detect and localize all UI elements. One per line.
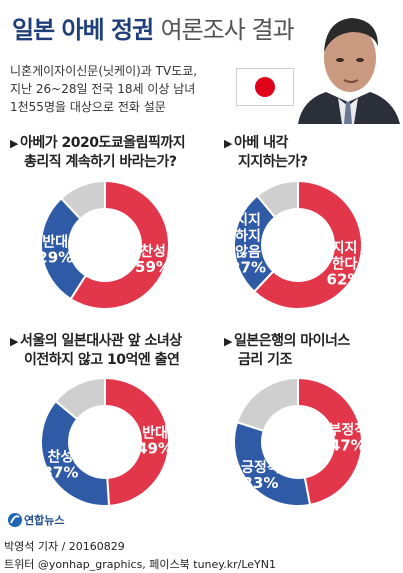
question-line: 이전하지 않고 10억엔 출연 — [24, 352, 180, 368]
slice-value-label: 59% — [135, 258, 171, 276]
question-line: 아베가 2020도쿄올림픽까지 — [19, 135, 186, 151]
flag-sun — [255, 77, 275, 97]
question-title: ▶ 일본은행의 마이너스 금리 기조 — [224, 332, 350, 369]
triangle-icon: ▶ — [10, 137, 18, 150]
survey-source: 니혼게이자이신문(닛케이)과 TV도쿄, 지난 26~28일 전국 18세 이상… — [10, 62, 197, 116]
logo-text: 연합뉴스 — [24, 513, 64, 527]
slice-category-label: 지지 — [235, 212, 261, 228]
slice-category-label: 반대 — [42, 234, 68, 251]
page-title: 일본 아베 정권 여론조사 결과 — [12, 10, 295, 45]
donut-slice — [255, 179, 299, 219]
slice-category-label: 지지 — [332, 240, 358, 256]
slice-category-label: 찬성 — [140, 243, 166, 260]
triangle-icon: ▶ — [10, 335, 18, 348]
source-line: 1천55명을 대상으로 전화 설문 — [10, 100, 166, 114]
slice-value-label: 33% — [243, 474, 279, 492]
japan-flag-icon — [236, 68, 294, 106]
question-line: 서울의 일본대사관 앞 소녀상 — [19, 333, 182, 349]
donut-slice — [297, 376, 363, 507]
triangle-icon: ▶ — [224, 335, 232, 348]
question-title: ▶ 아베 내각 지지하는가? — [224, 134, 308, 171]
question-line: 일본은행의 마이너스 — [233, 333, 350, 349]
yonhap-logo: 연합뉴스 — [8, 513, 64, 527]
donut-slice — [54, 376, 106, 421]
social-links: 트위터 @yonhap_graphics, 페이스북 tuney.kr/LeYN… — [4, 558, 276, 571]
donut-slice — [104, 376, 170, 507]
triangle-icon: ▶ — [224, 137, 232, 150]
donut-slice — [69, 179, 170, 310]
question-line: 지지하는가? — [238, 154, 308, 170]
slice-category-label: 찬성 — [48, 449, 74, 466]
slice-category-label: 반대 — [142, 424, 168, 441]
donut-slice — [233, 420, 312, 507]
slice-category-label: 않음 — [235, 243, 261, 260]
source-line: 지난 26~28일 전국 18세 이상 남녀 — [10, 82, 196, 96]
abe-portrait-image — [298, 18, 400, 124]
slice-value-label: 49% — [137, 439, 172, 457]
slice-category-label: 부정적 — [328, 421, 365, 438]
slice-category-label: 긍정적 — [241, 459, 280, 476]
donut-slice — [59, 179, 106, 221]
slice-category-label: 한다 — [332, 256, 358, 272]
question-title: ▶ 아베가 2020도쿄올림픽까지 총리직 계속하기 바라는가? — [10, 134, 186, 171]
question-line: 금리 기조 — [238, 352, 292, 368]
question-line: 총리직 계속하기 바라는가? — [24, 154, 177, 170]
slice-value-label: 47% — [330, 436, 365, 454]
slice-value-label: 27% — [231, 258, 266, 276]
donut-slice — [252, 179, 363, 310]
slice-category-label: 하지 — [235, 227, 261, 244]
donut-slice — [40, 399, 111, 507]
question-line: 아베 내각 — [233, 135, 288, 151]
question-title: ▶ 서울의 일본대사관 앞 소녀상 이전하지 않고 10억엔 출연 — [10, 332, 182, 369]
title-main: 일본 아베 정권 — [12, 16, 154, 44]
byline: 박영석 기자 / 20160829 — [4, 540, 125, 553]
title-sub: 여론조사 결과 — [160, 16, 295, 44]
infographic: 일본 아베 정권 여론조사 결과 니혼게이자이신문(닛케이)과 TV도쿄, 지난… — [10, 10, 400, 507]
slice-value-label: 29% — [38, 249, 73, 267]
source-line: 니혼게이자이신문(닛케이)과 TV도쿄, — [10, 64, 198, 78]
slice-value-label: 62% — [327, 270, 363, 288]
donut-slice — [235, 376, 299, 433]
slice-value-label: 37% — [42, 464, 78, 482]
